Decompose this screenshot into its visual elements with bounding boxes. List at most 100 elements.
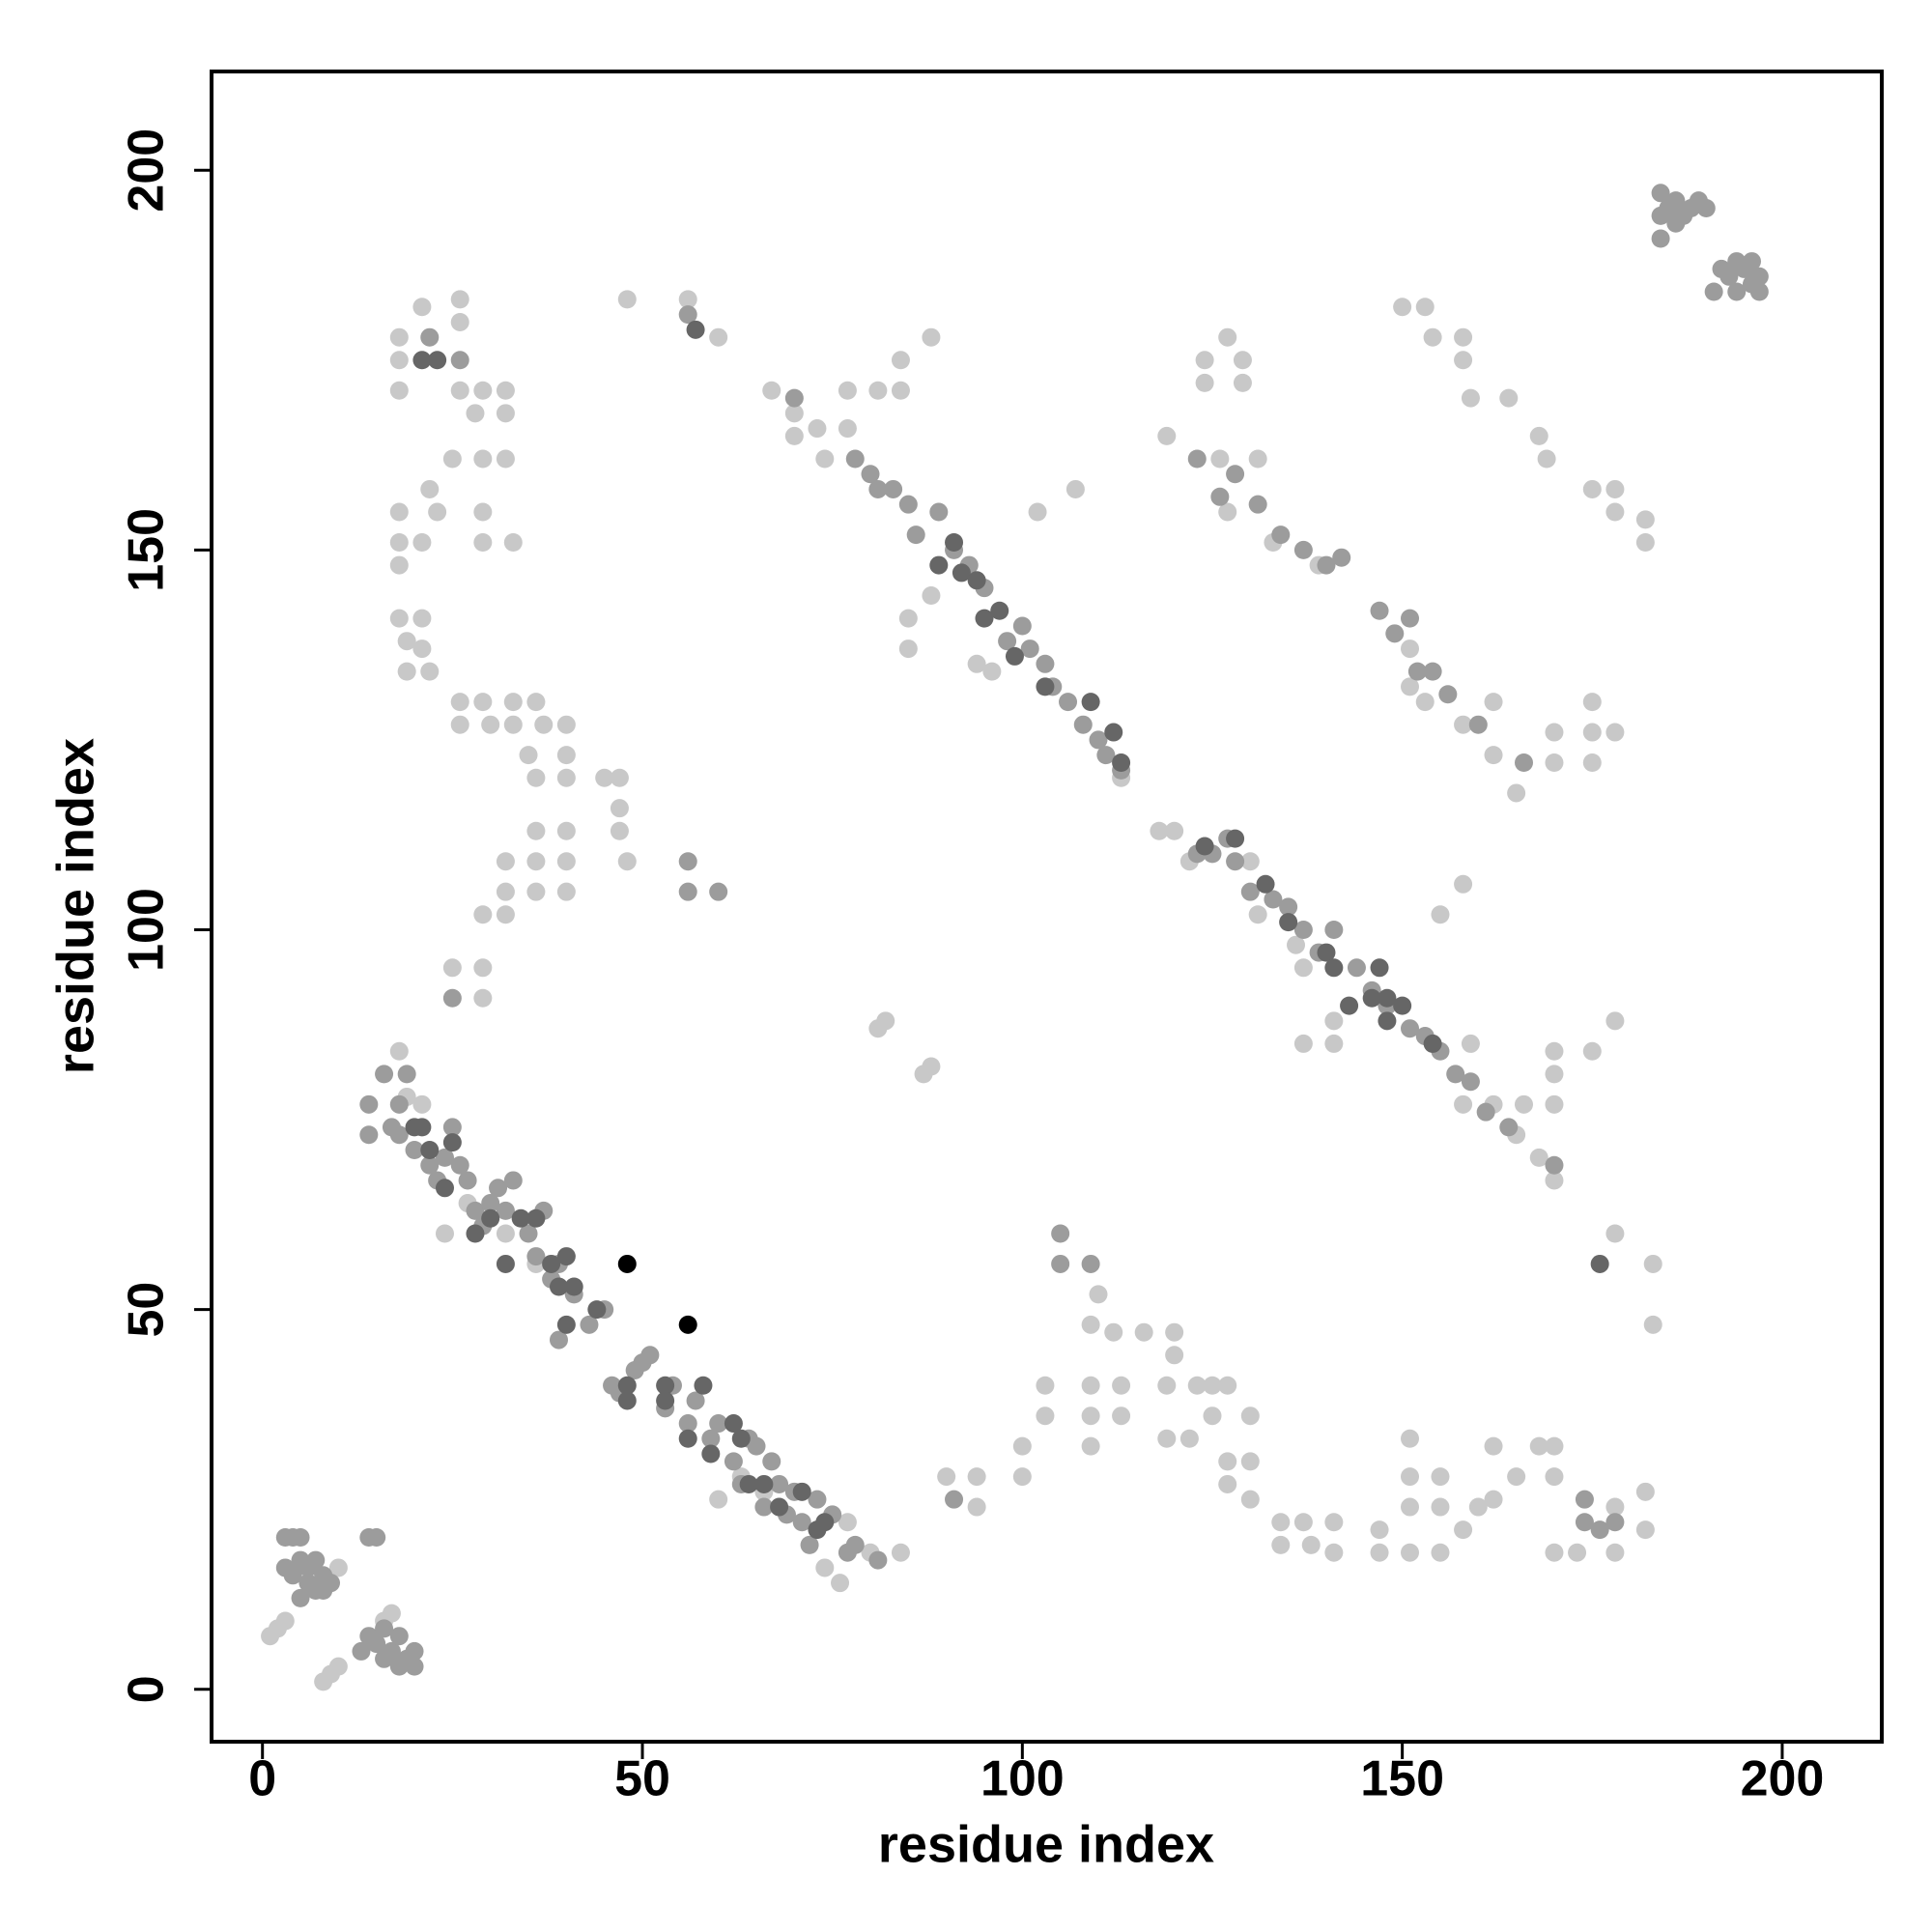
point	[473, 381, 493, 400]
point	[1484, 693, 1503, 712]
point	[1393, 298, 1412, 317]
point	[1324, 1543, 1344, 1562]
point	[1020, 639, 1039, 659]
point	[1112, 1376, 1131, 1395]
point	[815, 449, 835, 469]
point	[898, 495, 918, 514]
point	[466, 404, 485, 423]
point	[1393, 996, 1412, 1015]
point	[1157, 426, 1177, 445]
point	[1293, 958, 1313, 978]
point	[1370, 1543, 1389, 1562]
point	[1605, 1224, 1625, 1243]
point	[503, 715, 523, 734]
point	[526, 1247, 546, 1266]
point	[784, 404, 804, 423]
point	[967, 1497, 986, 1517]
point	[1157, 1376, 1177, 1395]
point	[519, 746, 538, 765]
point	[1187, 1376, 1207, 1395]
point	[1112, 753, 1131, 773]
point	[1051, 1224, 1070, 1243]
point	[1529, 1148, 1548, 1167]
y-tick-label: 200	[119, 128, 175, 213]
point	[1590, 1254, 1609, 1273]
point	[1012, 1467, 1032, 1487]
point	[845, 449, 865, 469]
point	[1401, 1429, 1420, 1448]
point	[1605, 723, 1625, 742]
point	[549, 1330, 568, 1350]
point	[884, 479, 903, 498]
point	[1401, 1543, 1420, 1562]
point	[929, 555, 949, 575]
point	[617, 852, 637, 871]
point	[1431, 905, 1450, 924]
point	[656, 1376, 675, 1395]
point	[473, 988, 493, 1008]
point	[1362, 988, 1381, 1008]
point	[405, 1140, 424, 1159]
point	[389, 1125, 409, 1145]
point	[1378, 1011, 1397, 1031]
point	[412, 532, 432, 552]
point	[1582, 693, 1602, 712]
point	[1575, 1513, 1594, 1532]
point	[898, 609, 918, 628]
point	[1081, 1315, 1100, 1334]
point	[784, 426, 804, 445]
point	[975, 609, 994, 628]
point	[526, 1208, 546, 1228]
point	[1575, 1490, 1594, 1509]
point	[1195, 351, 1214, 370]
point	[1218, 502, 1237, 522]
point	[808, 419, 827, 439]
point	[1515, 753, 1533, 773]
point	[1203, 1376, 1222, 1395]
point	[1415, 298, 1435, 317]
point	[1165, 821, 1184, 840]
point	[291, 1527, 310, 1547]
y-axis-label: residue index	[46, 738, 104, 1074]
point	[1545, 1467, 1564, 1487]
point	[1635, 532, 1655, 552]
point	[1081, 1406, 1100, 1426]
point	[678, 290, 697, 309]
point	[450, 351, 469, 370]
point	[617, 1391, 637, 1410]
point	[587, 1300, 607, 1320]
point	[1226, 465, 1245, 484]
point	[503, 693, 523, 712]
point	[420, 1155, 440, 1175]
x-tick-label: 50	[614, 1751, 670, 1807]
point	[1568, 1543, 1587, 1562]
point	[1324, 958, 1344, 978]
point	[1415, 693, 1435, 712]
point	[1545, 1543, 1564, 1562]
point	[542, 1254, 561, 1273]
point	[1545, 1171, 1564, 1190]
point	[838, 1513, 857, 1532]
point	[747, 1436, 766, 1456]
point	[1423, 662, 1442, 681]
point	[511, 1208, 530, 1228]
point	[397, 632, 416, 651]
point	[922, 327, 941, 347]
point	[1651, 184, 1670, 203]
x-tick-label: 150	[1360, 1751, 1444, 1807]
point	[1461, 388, 1480, 408]
point	[435, 1179, 454, 1198]
point	[739, 1474, 758, 1493]
y-tick-label: 100	[119, 888, 175, 972]
point	[982, 662, 1002, 681]
point	[1454, 1094, 1473, 1114]
point	[556, 715, 576, 734]
point	[1749, 282, 1769, 301]
point	[489, 1179, 508, 1198]
point	[389, 532, 409, 552]
point	[389, 555, 409, 575]
point	[686, 320, 705, 339]
point	[450, 693, 469, 712]
point	[1096, 746, 1116, 765]
